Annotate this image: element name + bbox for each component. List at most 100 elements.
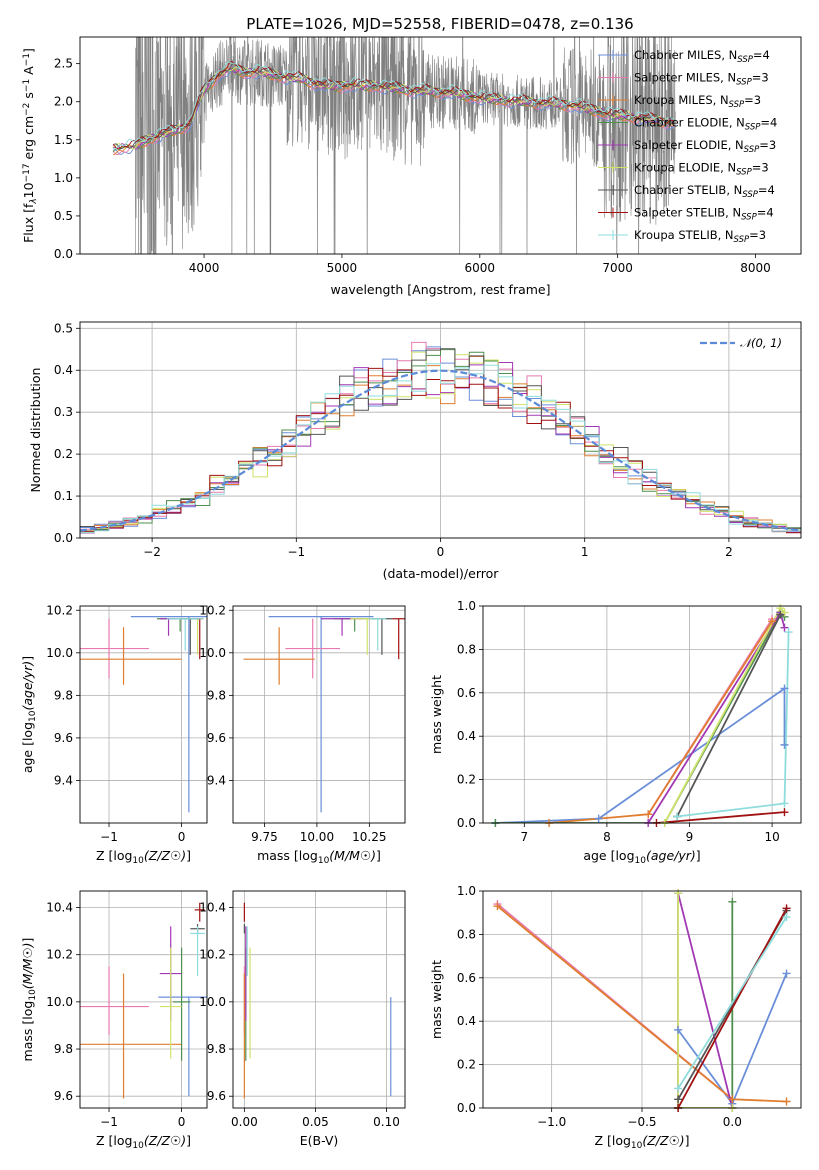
panel-mass-vs-Z: −1 0 9.6 9.8 10.0 10.2 10.4 Z [log10(Z/Z☉)] mass…: [20, 890, 208, 1151]
plot-area-age-vs-Z: [80, 606, 207, 823]
point-kroupa-stelib: [167, 618, 204, 651]
y-tick-label: 9.8: [54, 688, 73, 702]
x-axis-label: age [log10(age/yr)]: [583, 848, 700, 866]
x-tick-label: −1: [287, 545, 305, 559]
axes-frame: [232, 605, 406, 824]
figure-title: PLATE=1026, MJD=52558, FIBERID=0478, z=0…: [246, 15, 633, 33]
residual-legend: 𝒩(0, 1): [700, 336, 782, 350]
weight-marker: [674, 1084, 683, 1093]
point-chabrier-miles: [130, 616, 207, 813]
normal-curve: [80, 369, 801, 532]
spectrum-legend: Chabrier MILES, NSSP=4 Salpeter MILES, NS…: [598, 48, 777, 245]
plot-area-weight-vs-Z: [483, 891, 801, 1108]
y-tick-label: 10.4: [199, 901, 226, 915]
x-tick-label: 0: [178, 1115, 186, 1129]
panel-age-vs-Z: −1 0 9.4 9.6 9.8 10.0 10.2 Z [log10(Z/Z☉)] age […: [20, 603, 208, 866]
weight-line-chabrier-stelib: [676, 614, 782, 817]
point-salpeter-stelib: [392, 618, 405, 660]
axes-frame: [79, 605, 208, 824]
point-chabrier-miles: [268, 616, 374, 813]
y-tick-label: 0.0: [54, 531, 73, 545]
point-chabrier-elodie: [172, 947, 191, 1061]
model-spectrum-chabrier-stelib: [112, 63, 675, 150]
point-salpeter-miles: [285, 618, 340, 679]
y-tick-label: 0.4: [54, 363, 73, 377]
panel-residuals: −2 −1 0 1 2 0.0 0.1 0.2 0.3 0.4 0.5 𝒩(0, 1) (data-mo…: [28, 321, 802, 581]
y-tick-label: 0.0: [54, 247, 73, 261]
weight-line-chabrier-elodie: [495, 610, 786, 823]
weight-marker: [776, 610, 785, 619]
weight-marker: [782, 913, 791, 922]
axes-frame: [482, 605, 802, 824]
y-tick-label: 9.8: [54, 1042, 73, 1056]
x-tick-label: 0: [437, 545, 445, 559]
point-kroupa-stelib: [190, 926, 205, 976]
weight-marker: [780, 684, 789, 693]
x-tick-label: 8: [603, 830, 611, 844]
x-axis-label: Z [log10(Z/Z☉)]: [594, 1133, 689, 1151]
y-axis-label: mass weight: [429, 960, 444, 1039]
x-axis-label: wavelength [Angstrom, rest frame]: [330, 282, 550, 297]
point-chabrier-elodie: [156, 618, 204, 632]
y-tick-label: 2.5: [54, 57, 73, 71]
weight-marker: [728, 1095, 737, 1104]
x-tick-label: 0: [178, 830, 186, 844]
legend-entry: Kroupa ELODIE, NSSP=3: [634, 161, 769, 178]
axes-frame: [79, 890, 208, 1109]
point-kroupa-stelib: [369, 618, 387, 651]
x-tick-label: 9: [686, 830, 694, 844]
x-tick-label: 8000: [740, 261, 771, 275]
x-tick-label: 10.00: [300, 830, 334, 844]
weight-line-kroupa-elodie: [677, 893, 733, 1108]
y-tick-label: 0.6: [457, 971, 476, 985]
point-kroupa-miles: [80, 973, 182, 1099]
point-kroupa-elodie: [159, 947, 182, 1059]
x-axis-label: Z [log10(Z/Z☉)]: [96, 848, 191, 866]
y-tick-label: 1.0: [457, 884, 476, 898]
y-tick-label: 10.0: [199, 646, 226, 660]
x-tick-label: 0.05: [302, 1115, 329, 1129]
legend-entry: Kroupa MILES, NSSP=3: [634, 93, 761, 110]
legend-entry: Salpeter MILES, NSSP=3: [634, 71, 769, 88]
x-tick-label: 0.00: [231, 1115, 258, 1129]
y-tick-label: 0.8: [457, 642, 476, 656]
y-tick-label: 0.2: [457, 773, 476, 787]
y-tick-label: 0.2: [54, 447, 73, 461]
weight-marker: [673, 812, 682, 821]
y-axis-label: Flux [fλ10−17 erg cm−2 s−1 A−1]: [21, 48, 39, 243]
plot-area-mass-vs-Z: [80, 891, 207, 1108]
x-tick-label: −1.0: [537, 1115, 566, 1129]
legend-entry: Chabrier STELIB, NSSP=4: [634, 183, 775, 200]
x-tick-label: 0.10: [373, 1115, 400, 1129]
weight-marker: [493, 902, 502, 911]
point-salpeter-stelib: [194, 902, 205, 922]
panel-age-vs-mass: 9.75 10.00 10.25 9.4 9.6 9.8 10.0 10.2 mass [log…: [199, 603, 406, 866]
panel-weight-vs-age: 7 8 9 10 0.0 0.2 0.4 0.6 0.8 1.0 age [log10(age/yr…: [429, 599, 802, 866]
y-tick-label: 10.2: [199, 948, 226, 962]
x-tick-label: 9.75: [251, 830, 278, 844]
y-tick-label: 0.0: [457, 816, 476, 830]
weight-line-kroupa-stelib: [677, 916, 788, 1089]
y-tick-label: 9.4: [207, 773, 226, 787]
x-tick-label: 5000: [327, 261, 358, 275]
axes-frame: [482, 890, 802, 1109]
axes-frame: [79, 321, 802, 539]
y-tick-label: 9.8: [207, 688, 226, 702]
weight-line-chabrier-elodie: [678, 901, 734, 1108]
legend-entry: Salpeter ELODIE, NSSP=3: [634, 138, 776, 155]
weight-marker: [594, 814, 603, 823]
x-tick-label: 4000: [189, 261, 220, 275]
point-salpeter-miles: [80, 966, 149, 1035]
x-tick-label: 10.25: [352, 830, 386, 844]
weight-marker: [782, 904, 791, 913]
weight-marker: [728, 897, 737, 906]
plot-area-residuals: [80, 322, 801, 538]
x-axis-label: Z [log10(Z/Z☉)]: [96, 1133, 191, 1151]
y-tick-label: 0.2: [457, 1058, 476, 1072]
plot-area-spectrum: [112, 37, 676, 254]
observed-spectrum: [135, 37, 676, 254]
x-axis-label: E(B-V): [300, 1133, 339, 1148]
y-tick-label: 0.4: [457, 1014, 476, 1028]
panel-weight-vs-Z: −1.0 −0.5 0.0 0.0 0.2 0.4 0.6 0.8 1.0 Z [log10(Z/…: [429, 884, 802, 1151]
